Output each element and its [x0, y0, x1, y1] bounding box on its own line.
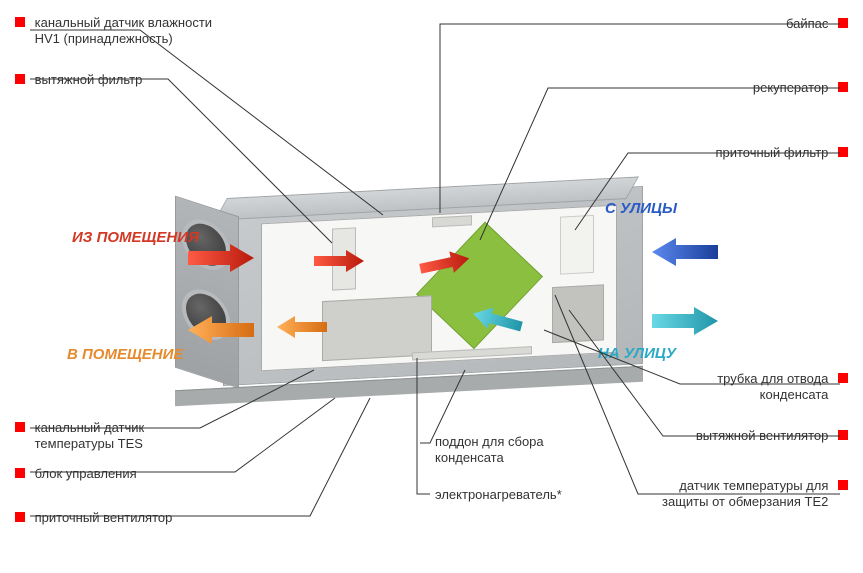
arrow-from-outside	[652, 238, 718, 266]
arrow-inside-red-1	[314, 250, 364, 272]
arrow-inside-red-2	[418, 248, 471, 280]
arrow-inside-cyan	[470, 303, 524, 337]
arrow-to-outside	[652, 307, 718, 335]
arrow-inside-orange	[277, 316, 327, 338]
arrow-from-room	[188, 244, 254, 272]
flow-arrows	[0, 0, 863, 573]
arrow-to-room	[188, 316, 254, 344]
